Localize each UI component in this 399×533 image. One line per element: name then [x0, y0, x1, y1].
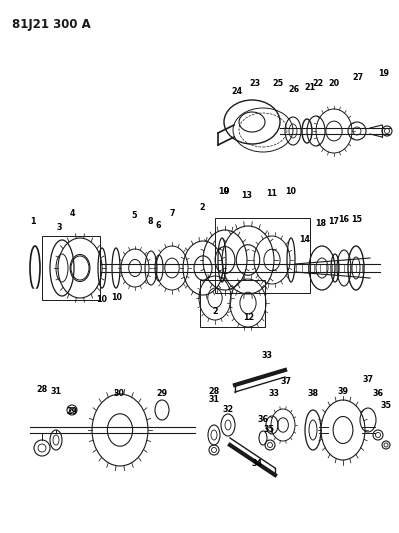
Text: 38: 38 [308, 389, 318, 398]
Text: 2: 2 [212, 308, 218, 317]
Text: 35: 35 [381, 401, 391, 410]
Bar [42, 236, 100, 300]
Text: 39: 39 [338, 387, 348, 397]
Bar [200, 280, 265, 327]
Text: 10: 10 [286, 188, 296, 197]
Text: 6: 6 [155, 222, 161, 230]
Text: 27: 27 [352, 74, 363, 83]
Text: 12: 12 [243, 313, 255, 322]
Text: 37: 37 [280, 377, 292, 386]
Text: 31: 31 [51, 387, 61, 397]
Text: 24: 24 [231, 87, 243, 96]
Text: 17: 17 [328, 217, 340, 227]
Text: 18: 18 [316, 220, 326, 229]
Text: 9: 9 [223, 188, 229, 197]
Text: 5: 5 [131, 212, 137, 221]
Text: 15: 15 [352, 215, 363, 224]
Text: 30: 30 [113, 390, 124, 399]
Text: 23: 23 [249, 79, 261, 88]
Text: 2: 2 [199, 204, 205, 213]
Text: 20: 20 [328, 78, 340, 87]
Text: 34: 34 [251, 458, 263, 467]
Text: 10: 10 [97, 295, 107, 304]
Bar [215, 218, 310, 293]
Text: 28: 28 [208, 386, 219, 395]
Text: 33: 33 [269, 389, 280, 398]
Text: 31: 31 [209, 395, 219, 405]
Text: 25: 25 [273, 79, 284, 88]
Text: 10: 10 [219, 188, 229, 197]
Text: 28: 28 [36, 385, 47, 394]
Text: 33: 33 [261, 351, 273, 359]
Text: 36: 36 [257, 416, 269, 424]
Text: 3: 3 [56, 222, 62, 231]
Text: 35: 35 [263, 425, 275, 434]
Text: 7: 7 [169, 208, 175, 217]
Text: 16: 16 [338, 215, 350, 224]
Text: 19: 19 [379, 69, 389, 77]
Text: 1: 1 [30, 217, 36, 227]
Text: 29: 29 [67, 408, 77, 416]
Text: 13: 13 [241, 191, 253, 200]
Text: 14: 14 [300, 236, 310, 245]
Text: 10: 10 [111, 294, 122, 303]
Text: 36: 36 [373, 390, 383, 399]
Text: 37: 37 [363, 376, 373, 384]
Text: 29: 29 [156, 390, 168, 399]
Text: 4: 4 [69, 209, 75, 219]
Text: 32: 32 [222, 406, 233, 415]
Text: 8: 8 [147, 217, 153, 227]
Text: 21: 21 [304, 83, 316, 92]
Text: 81J21 300 A: 81J21 300 A [12, 18, 91, 31]
Text: 26: 26 [288, 85, 300, 94]
Text: 11: 11 [267, 189, 277, 198]
Text: 22: 22 [312, 79, 324, 88]
